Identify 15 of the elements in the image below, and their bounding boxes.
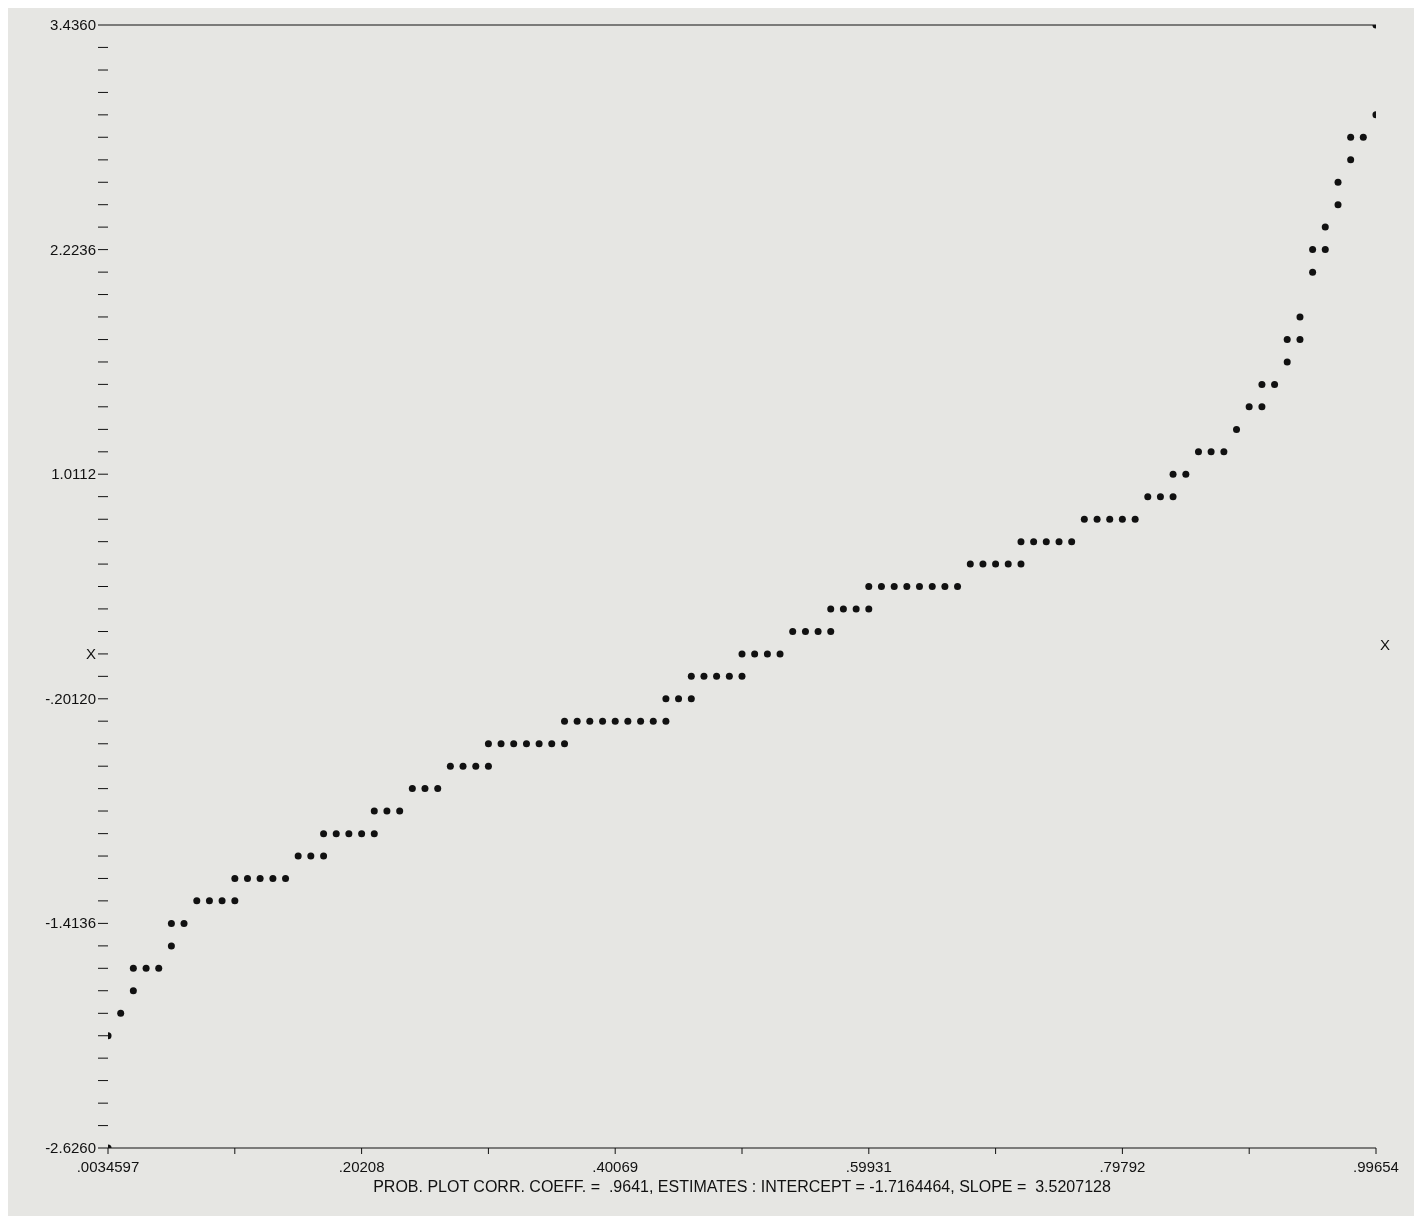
x-tick-label: .0034597 xyxy=(76,1158,140,1175)
x-tick-label: .20208 xyxy=(338,1158,385,1175)
y-tick-label: -.20120 xyxy=(45,689,96,707)
text: X xyxy=(1380,636,1391,654)
y-tick-label: X xyxy=(85,644,96,662)
y-tick-label: -1.4136 xyxy=(45,914,96,932)
text: PROB. PLOT CORR. COEFF. = .9641, ESTIMATES : INTERCEPT = -1.7164464, SLOPE = 3.5207128 xyxy=(372,1178,1112,1196)
y-tick-label: -2.6260 xyxy=(45,1139,96,1156)
y-tick-label: 2.2236 xyxy=(50,240,96,258)
y-tick-label: 1.0112 xyxy=(51,465,96,483)
x-tick-label: .59931 xyxy=(845,1158,892,1175)
x-tick-label: .40069 xyxy=(592,1158,639,1175)
x-tick-label: .79792 xyxy=(1099,1158,1146,1175)
y-tick-label: 3.4360 xyxy=(50,16,96,33)
x-tick-label: .99654 xyxy=(1353,1158,1399,1175)
